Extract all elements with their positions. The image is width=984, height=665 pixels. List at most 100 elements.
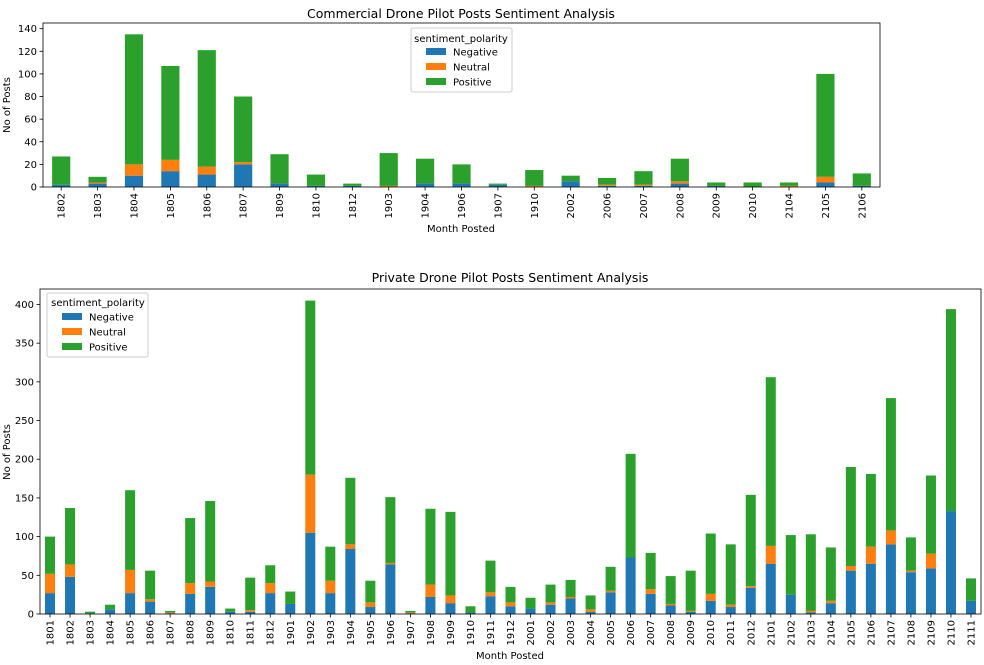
y-tick-label: 80 bbox=[24, 92, 37, 103]
bar-negative-1804 bbox=[105, 609, 116, 614]
bar-negative-1809 bbox=[270, 183, 289, 187]
x-tick-label: 2006 bbox=[603, 193, 614, 218]
bar-negative-1808 bbox=[185, 593, 196, 614]
bar-positive-2104 bbox=[825, 547, 836, 601]
legend-box bbox=[46, 292, 149, 358]
bar-negative-1806 bbox=[197, 174, 216, 187]
y-tick-label: 400 bbox=[15, 300, 34, 311]
bar-negative-1904 bbox=[345, 549, 356, 614]
bar-negative-1804 bbox=[124, 175, 144, 187]
bar-neutral-1911 bbox=[485, 592, 496, 597]
bar-neutral-2008 bbox=[665, 603, 676, 606]
bar-neutral-2105 bbox=[816, 176, 835, 183]
y-tick-label: 100 bbox=[15, 532, 34, 543]
bar-negative-2109 bbox=[925, 568, 936, 614]
bar-positive-1902 bbox=[305, 300, 316, 475]
legend-title: sentiment_polarity bbox=[414, 34, 508, 45]
bar-neutral-1801 bbox=[45, 573, 56, 594]
y-tick-label: 150 bbox=[15, 493, 34, 504]
bar-positive-2008 bbox=[670, 158, 689, 182]
bar-positive-1903 bbox=[379, 153, 398, 186]
x-tick-label: 2010 bbox=[748, 193, 759, 218]
legend-swatch-negative bbox=[426, 48, 446, 55]
x-tick-label: 2004 bbox=[586, 620, 597, 645]
bar-negative-2106 bbox=[865, 563, 876, 614]
bar-negative-2001 bbox=[525, 608, 536, 614]
bar-neutral-1906 bbox=[385, 562, 396, 565]
bar-positive-2009 bbox=[707, 182, 726, 186]
bar-positive-1805 bbox=[125, 490, 136, 570]
commercial-chart: Commercial Drone Pilot Posts Sentiment A… bbox=[2, 6, 881, 235]
bar-negative-1910 bbox=[465, 612, 476, 614]
y-tick-label: 100 bbox=[18, 69, 37, 80]
bar-negative-2103 bbox=[805, 612, 816, 614]
x-tick-label: 2005 bbox=[606, 620, 617, 645]
x-tick-label: 2103 bbox=[806, 620, 817, 645]
bar-neutral-1807 bbox=[165, 612, 176, 614]
bar-positive-2006 bbox=[625, 453, 636, 558]
bar-neutral-2004 bbox=[585, 609, 596, 612]
x-tick-label: 1903 bbox=[326, 620, 337, 645]
x-tick-label: 1805 bbox=[126, 620, 137, 645]
x-tick-label: 2109 bbox=[926, 620, 937, 645]
x-tick-label: 1805 bbox=[166, 193, 177, 218]
x-tick-label: 1806 bbox=[146, 620, 157, 645]
bar-neutral-2101 bbox=[765, 545, 776, 564]
x-tick-label: 2009 bbox=[686, 620, 697, 645]
x-tick-label: 1811 bbox=[246, 620, 257, 645]
bar-neutral-1809 bbox=[205, 581, 216, 587]
bar-positive-2106 bbox=[852, 173, 871, 186]
legend-swatch-negative bbox=[62, 313, 82, 320]
x-tick-label: 2011 bbox=[726, 620, 737, 645]
x-tick-label: 1810 bbox=[226, 620, 237, 645]
bar-neutral-1808 bbox=[185, 583, 196, 594]
legend-label-negative: Negative bbox=[89, 313, 134, 324]
bar-neutral-1807 bbox=[234, 162, 253, 165]
bar-positive-2007 bbox=[634, 171, 653, 185]
bar-negative-1903 bbox=[325, 593, 336, 614]
x-tick-label: 1804 bbox=[129, 193, 140, 218]
x-tick-label: 2002 bbox=[566, 193, 577, 218]
bar-negative-2005 bbox=[605, 592, 616, 614]
legend-label-positive: Positive bbox=[89, 343, 128, 354]
bar-negative-2004 bbox=[585, 611, 596, 614]
bar-negative-1902 bbox=[305, 532, 316, 614]
x-tick-label: 2108 bbox=[906, 620, 917, 645]
bar-neutral-2103 bbox=[805, 610, 816, 613]
bar-positive-1907 bbox=[488, 183, 507, 185]
legend-label-negative: Negative bbox=[453, 48, 498, 59]
x-tick-label: 2006 bbox=[626, 620, 637, 645]
bar-positive-1804 bbox=[105, 604, 116, 610]
plot-area: 1801 1802 1803 1804 1805 1806 1807 1808 1809 1810… bbox=[15, 288, 982, 645]
x-tick-label: 1812 bbox=[266, 620, 277, 645]
bar-positive-1802 bbox=[65, 507, 76, 565]
x-tick-label: 1808 bbox=[186, 620, 197, 645]
x-tick-label: 1906 bbox=[457, 193, 468, 218]
x-tick-label: 2106 bbox=[857, 193, 868, 218]
bar-negative-2102 bbox=[785, 594, 796, 614]
bar-positive-1811 bbox=[245, 577, 256, 611]
bar-positive-2010 bbox=[705, 533, 716, 594]
bar-negative-2105 bbox=[816, 182, 835, 187]
x-tick-label: 1907 bbox=[493, 193, 504, 218]
legend-swatch-positive bbox=[62, 343, 82, 350]
bar-neutral-2007 bbox=[634, 184, 653, 186]
x-tick-label: 1810 bbox=[311, 193, 322, 218]
bar-positive-1812 bbox=[265, 565, 276, 584]
y-tick-label: 60 bbox=[24, 115, 37, 126]
bar-negative-2110 bbox=[945, 511, 956, 614]
x-tick-label: 1812 bbox=[348, 193, 359, 218]
bar-neutral-2006 bbox=[597, 184, 617, 186]
bar-positive-2012 bbox=[745, 494, 756, 587]
x-tick-label: 2003 bbox=[566, 620, 577, 645]
x-tick-label: 1909 bbox=[446, 620, 457, 645]
bar-negative-1810 bbox=[225, 611, 236, 614]
bar-positive-1806 bbox=[145, 570, 156, 600]
bar-negative-2003 bbox=[565, 598, 576, 614]
bar-neutral-1806 bbox=[197, 166, 216, 175]
bar-positive-1808 bbox=[185, 518, 196, 584]
bar-positive-1907 bbox=[405, 610, 416, 613]
bar-negative-1812 bbox=[265, 593, 276, 614]
bar-positive-1903 bbox=[325, 546, 336, 581]
bar-negative-2009 bbox=[685, 611, 696, 614]
